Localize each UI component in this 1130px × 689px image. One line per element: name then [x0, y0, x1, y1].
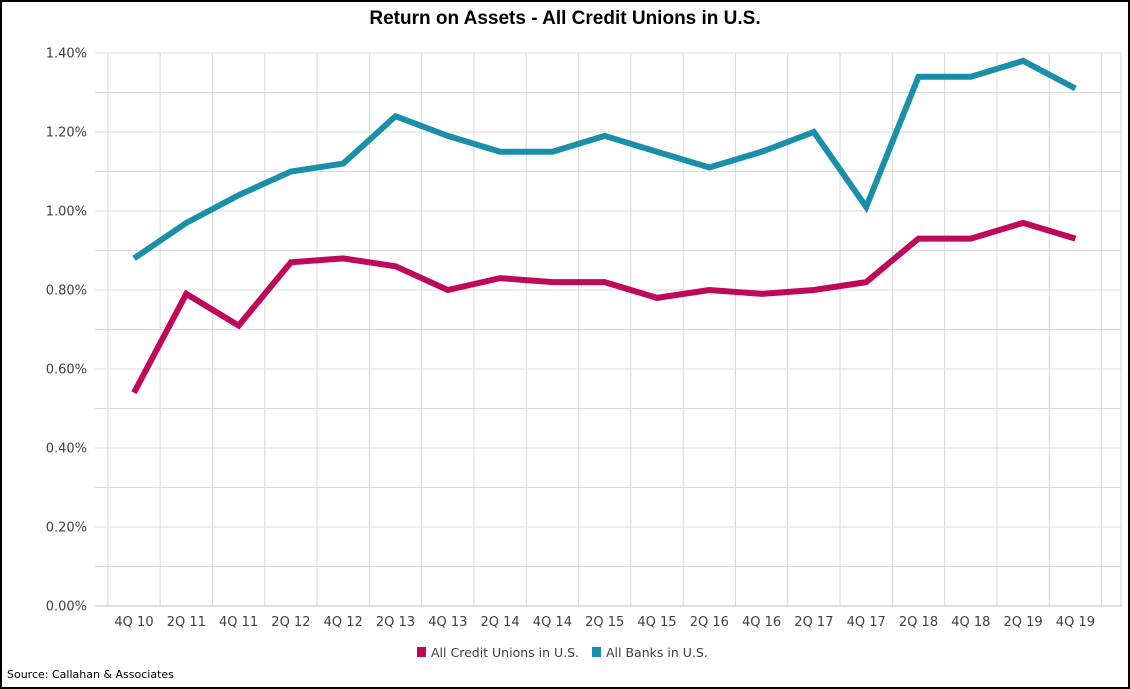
- y-tick-label: 1.20%: [46, 126, 87, 141]
- legend-swatch: [417, 647, 426, 657]
- x-tick-label: 2Q 15: [585, 615, 624, 630]
- y-tick-label: 0.40%: [46, 442, 87, 457]
- x-tick-label: 4Q 12: [324, 615, 363, 630]
- x-tick-label: 4Q 19: [1056, 615, 1095, 630]
- y-tick-label: 0.80%: [46, 284, 87, 299]
- x-tick-label: 2Q 13: [376, 615, 415, 630]
- legend-label: All Banks in U.S.: [606, 645, 708, 660]
- x-tick-label: 2Q 16: [690, 615, 729, 630]
- x-tick-label: 4Q 18: [951, 615, 990, 630]
- y-tick-label: 0.20%: [46, 521, 87, 536]
- x-tick-label: 4Q 11: [219, 615, 258, 630]
- series-line: [132, 57, 1077, 261]
- x-tick-label: 2Q 17: [794, 615, 833, 630]
- x-axis-ticks: 4Q 10 2Q 11 4Q 11 2Q 12 4Q 12 2Q 13 4Q 13 2Q 14…: [114, 615, 1095, 630]
- y-tick-label: 1.00%: [46, 205, 87, 220]
- chart-title: Return on Assets - All Credit Unions in …: [369, 8, 760, 29]
- source-note: Source: Callahan & Associates: [7, 668, 174, 681]
- x-tick-label: 2Q 11: [167, 615, 206, 630]
- x-tick-label: 4Q 13: [428, 615, 467, 630]
- y-tick-label: 1.40%: [46, 47, 87, 62]
- x-tick-label: 2Q 14: [481, 615, 520, 630]
- series-lines: [131, 57, 1077, 395]
- y-tick-label: 0.00%: [46, 600, 87, 615]
- x-tick-label: 4Q 16: [742, 615, 781, 630]
- x-tick-label: 4Q 15: [637, 615, 676, 630]
- x-tick-label: 2Q 18: [899, 615, 938, 630]
- legend: All Credit Unions in U.S. All Banks in U.…: [417, 645, 708, 660]
- legend-swatch: [592, 647, 601, 657]
- x-tick-label: 2Q 19: [1004, 615, 1043, 630]
- y-axis-ticks: 0.00% 0.20% 0.40% 0.60% 0.80% 1.00% 1.20% 1.40%: [46, 47, 87, 615]
- x-tick-label: 4Q 14: [533, 615, 572, 630]
- x-tick-label: 4Q 10: [114, 615, 153, 630]
- x-tick-label: 2Q 12: [271, 615, 310, 630]
- series-line: [131, 219, 1077, 395]
- legend-label: All Credit Unions in U.S.: [431, 645, 579, 660]
- y-tick-label: 0.60%: [46, 363, 87, 378]
- x-tick-label: 4Q 17: [847, 615, 886, 630]
